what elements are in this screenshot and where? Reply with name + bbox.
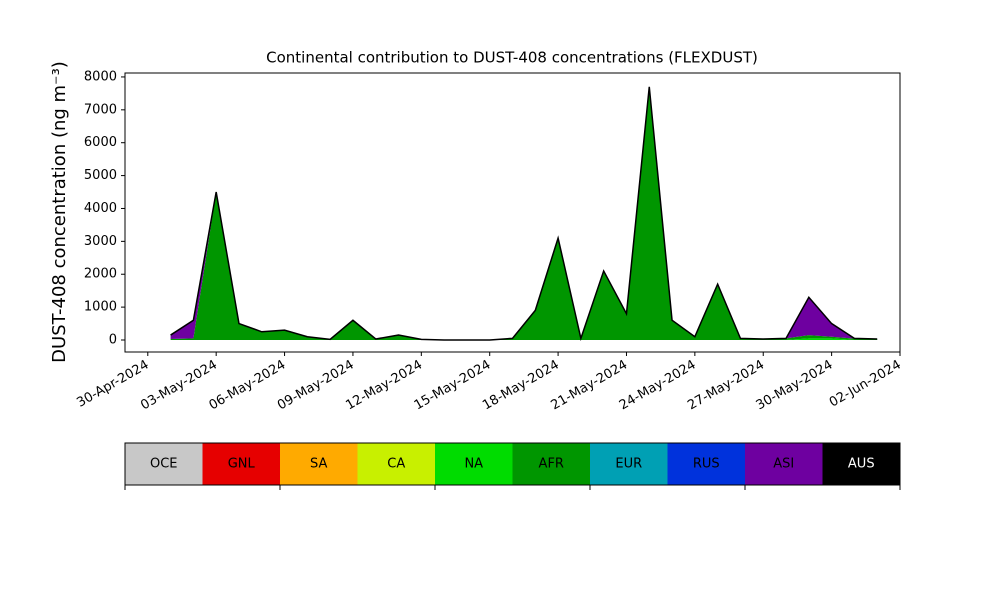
area (170, 86, 878, 340)
legend-swatch (512, 443, 590, 485)
legend-label: RUS (693, 457, 720, 472)
legend-swatch (590, 443, 668, 485)
x-tick-label: 02-Jun-2024 (827, 358, 904, 411)
y-tick-label: 0 (109, 332, 117, 347)
area (170, 86, 878, 340)
legend-label: SA (310, 457, 327, 472)
legend-label: OCE (150, 457, 178, 472)
legend-swatch (202, 443, 280, 485)
area (170, 86, 878, 340)
plot-frame (124, 72, 901, 353)
chart-title: Continental contribution to DUST-408 con… (266, 49, 758, 67)
x-tick-label: 12-May-2024 (343, 358, 425, 414)
y-tick-label: 7000 (84, 102, 117, 117)
x-tick-label: 21-May-2024 (549, 358, 631, 414)
y-tick-label: 1000 (84, 300, 117, 315)
y-tick-label: 3000 (84, 234, 117, 249)
x-tick-label: 09-May-2024 (275, 358, 357, 414)
legend-label: GNL (228, 457, 256, 472)
area (170, 86, 878, 340)
x-tick-label: 15-May-2024 (412, 358, 494, 414)
legend-swatch (435, 443, 513, 485)
x-tick-label: 24-May-2024 (617, 358, 699, 414)
y-tick-label: 5000 (84, 168, 117, 183)
y-tick-label: 2000 (84, 267, 117, 282)
y-tick-label: 8000 (84, 69, 117, 84)
area (170, 86, 878, 340)
area (170, 338, 878, 340)
x-tick-label: 18-May-2024 (480, 358, 562, 414)
x-tick-label: 06-May-2024 (207, 358, 289, 414)
legend-label: AFR (539, 457, 564, 472)
legend-swatch (280, 443, 358, 485)
legend-swatch (125, 443, 203, 485)
legend-swatch (745, 443, 823, 485)
legend-swatch (822, 443, 900, 485)
legend-swatch (667, 443, 745, 485)
total-outline (170, 86, 878, 342)
x-tick-label: 03-May-2024 (138, 358, 220, 414)
x-tick-label: 27-May-2024 (685, 358, 767, 414)
legend-swatch (357, 443, 435, 485)
legend-frame (124, 442, 901, 486)
y-tick-label: 4000 (84, 201, 117, 216)
x-tick-label: 30-May-2024 (754, 358, 836, 414)
y-axis-label: DUST-408 concentration (ng m⁻³) (49, 61, 70, 363)
y-tick-label: 6000 (84, 135, 117, 150)
legend-label: CA (387, 457, 405, 472)
legend-label: EUR (615, 457, 642, 472)
legend-label: ASI (773, 457, 794, 472)
legend-label: NA (464, 457, 483, 472)
legend-label: AUS (848, 457, 875, 472)
